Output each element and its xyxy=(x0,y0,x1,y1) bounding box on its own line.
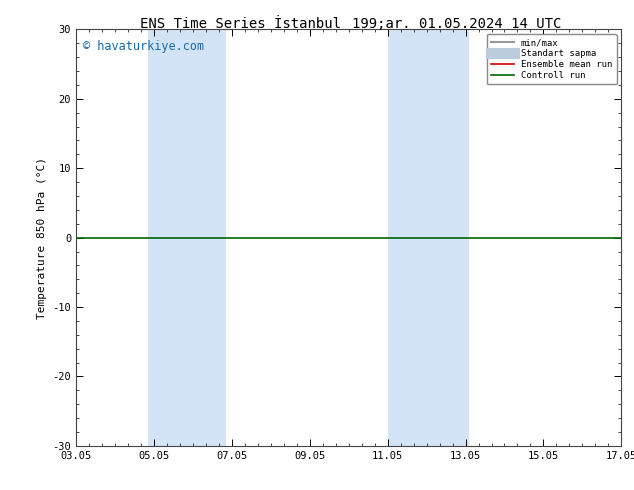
Text: 199;ar. 01.05.2024 14 UTC: 199;ar. 01.05.2024 14 UTC xyxy=(352,17,561,31)
Bar xyxy=(148,29,226,446)
Text: © havaturkiye.com: © havaturkiye.com xyxy=(82,40,204,53)
Text: ENS Time Series İstanbul: ENS Time Series İstanbul xyxy=(140,17,342,31)
Legend: min/max, Standart sapma, Ensemble mean run, Controll run: min/max, Standart sapma, Ensemble mean r… xyxy=(487,34,617,84)
Bar xyxy=(387,29,469,446)
Y-axis label: Temperature 850 hPa (°C): Temperature 850 hPa (°C) xyxy=(37,157,47,318)
